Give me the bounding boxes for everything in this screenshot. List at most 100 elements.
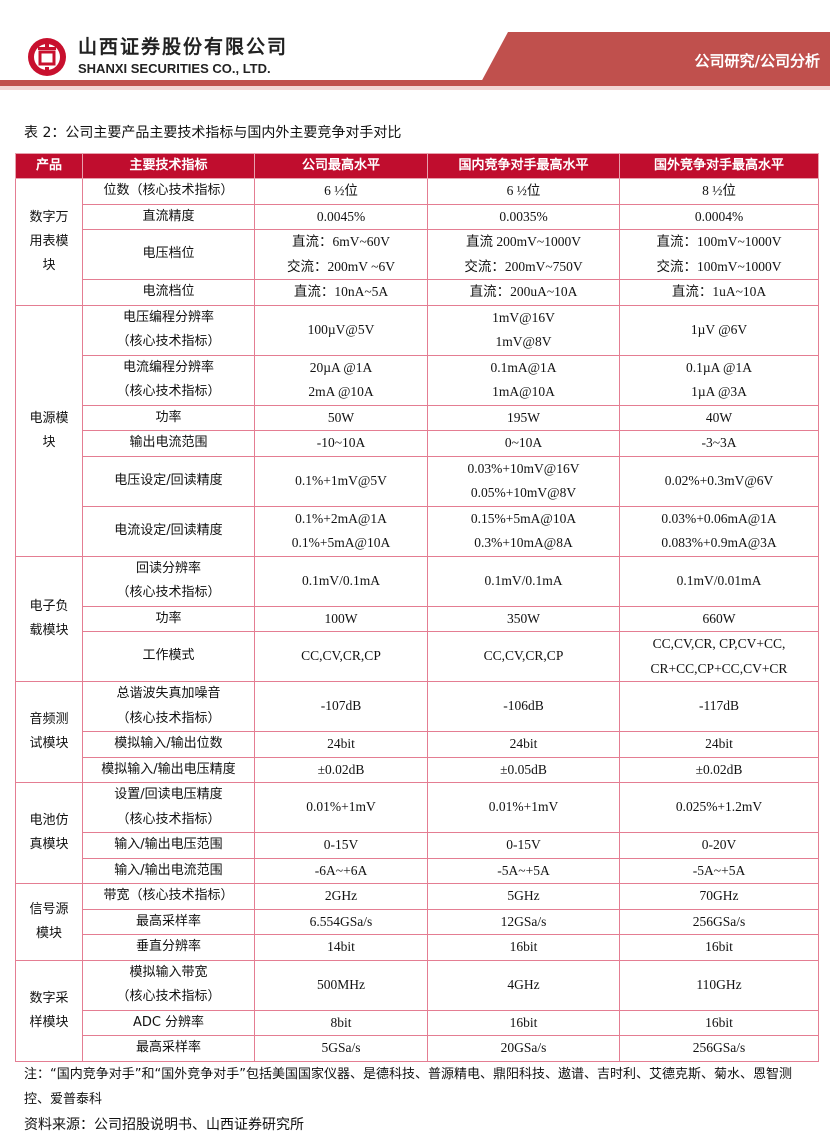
foreign-line: -5A~+5A [692, 862, 746, 878]
company-cell: 8bit [254, 1009, 428, 1036]
domestic-cell: 12GSa/s [427, 908, 620, 935]
domestic-cell: ±0.05dB [427, 756, 620, 783]
company-line: 0.1%+1mV@5V [295, 472, 387, 488]
domestic-line: 1mV@16V [492, 309, 555, 325]
metric-line: （核心技术指标） [116, 334, 221, 349]
foreign-line: 1µA @3A [691, 384, 747, 399]
company-cell: 500MHz [254, 959, 428, 1011]
domestic-cell: CC,CV,CR,CP [427, 631, 620, 682]
metric-line: ADC 分辨率 [132, 1014, 205, 1030]
company-cell: 0.1%+1mV@5V [254, 455, 428, 507]
product-cell: 数字采样模块 [15, 959, 83, 1062]
company-cell: -10~10A [254, 430, 428, 457]
domestic-line: -5A~+5A [497, 862, 550, 878]
metric-line: 电流档位 [142, 284, 195, 299]
metric-line: （核心技术指标） [116, 585, 221, 600]
domestic-cell: 直流 200mV~1000V 交流：200mV~750V [427, 229, 620, 280]
metric-cell: 电流编程分辨率 （核心技术指标） [82, 354, 255, 406]
table-row: 信号源模块 带宽（核心技术指标） 2GHz 5GHz 70GHz [15, 883, 819, 961]
foreign-line: 256GSa/s [692, 913, 746, 929]
metric-line: 模拟输入/输出位数 [114, 736, 223, 751]
foreign-line: 24bit [705, 736, 733, 751]
company-line: 0.0045% [316, 208, 366, 224]
table-section: 产品 主要技术指标 公司最高水平 国内竞争对手最高水平 国外竞争对手最高水平 数… [15, 153, 819, 1136]
metric-line: （核心技术指标） [116, 710, 221, 726]
metric-line: 垂直分辨率 [135, 939, 201, 954]
metric-line: 功率 [155, 409, 182, 425]
domestic-line: 0.1mA@1A [490, 359, 557, 375]
metric-cell: ADC 分辨率 [82, 1009, 255, 1036]
metric-line: 电流编程分辨率 [122, 359, 214, 375]
company-line: 2mA @10A [308, 384, 374, 399]
company-cell: 0.1mV/0.1mA [254, 555, 428, 607]
domestic-line: 0.1mV/0.1mA [484, 572, 563, 588]
metric-cell: 带宽（核心技术指标） [82, 883, 255, 910]
company-line: 直流：10nA~5A [293, 284, 389, 299]
metric-line: （核心技术指标） [116, 811, 221, 827]
foreign-line: 0.025%+1.2mV [675, 799, 763, 815]
foreign-line: 0.1mV/0.01mA [676, 572, 762, 588]
metric-line: 总谐波失真加噪音 [116, 686, 221, 701]
company-cell: 50W [254, 404, 428, 431]
company-line: 0.1%+2mA@1A [295, 510, 387, 526]
table-row: 工作模式 CC,CV,CR,CP CC,CV,CR,CP CC,CV,CR, CP,C… [16, 631, 819, 682]
company-cell: 100W [254, 605, 428, 632]
metric-cell: 电压设定/回读精度 [82, 455, 255, 507]
table-row: 数字采样模块 模拟输入带宽 （核心技术指标） 500MHz 4GHz 110GHz [15, 959, 819, 1062]
foreign-line: -117dB [699, 698, 739, 714]
header-domestic: 国内竞争对手最高水平 [427, 153, 620, 179]
foreign-cell: 0.0004% [619, 203, 819, 230]
metric-cell: 输入/输出电压范围 [82, 832, 255, 859]
domestic-cell: 5GHz [427, 883, 620, 910]
table-source: 资料来源：公司招股说明书、山西证券研究所 [24, 1116, 304, 1133]
table-row: 输入/输出电流范围 -6A~+6A -5A~+5A -5A~+5A [16, 857, 819, 884]
foreign-cell: 256GSa/s [619, 1035, 819, 1062]
header-banner [480, 32, 830, 84]
table-row: ADC 分辨率 8bit 16bit 16bit [16, 1009, 819, 1036]
domestic-line: 0.15%+5mA@10A [470, 510, 577, 526]
company-line: 100µV@5V [307, 321, 375, 337]
metric-line: （核心技术指标） [116, 384, 221, 399]
table-row: 输出电流范围 -10~10A 0~10A -3~3A [16, 430, 819, 457]
foreign-line: 1µV @6V [690, 321, 748, 337]
metric-line: 输出电流范围 [129, 435, 208, 450]
metric-line: 电压编程分辨率 [122, 309, 214, 325]
foreign-line: 40W [705, 409, 733, 425]
metric-line: 位数（核心技术指标） [103, 183, 234, 198]
foreign-cell: 8 ½位 [619, 178, 819, 205]
product-cell: 数字万用表模块 [15, 178, 83, 306]
table-row: 电子负载模块 回读分辨率 （核心技术指标） 0.1mV/0.1mA 0.1mV/0.1m… [15, 555, 819, 682]
table-row: 最高采样率 5GSa/s 20GSa/s 256GSa/s [16, 1035, 819, 1062]
section-label: 公司研究/公司分析 [694, 52, 820, 70]
company-cell: 6.554GSa/s [254, 908, 428, 935]
domestic-line: 交流：200mV~750V [464, 258, 583, 274]
table-row: 功率 50W 195W 40W [16, 404, 819, 431]
foreign-cell: 110GHz [619, 959, 819, 1011]
table-header-row: 产品 主要技术指标 公司最高水平 国内竞争对手最高水平 国外竞争对手最高水平 [15, 153, 819, 179]
metric-cell: 功率 [82, 605, 255, 632]
domestic-line: 直流 200mV~1000V [466, 234, 581, 249]
domestic-cell: 0.0035% [427, 203, 620, 230]
company-name-en: SHANXI SECURITIES CO., LTD. [78, 61, 271, 76]
table-row: 数字万用表模块 位数（核心技术指标） 6 ½位 6 ½位 8 ½位 [15, 178, 819, 306]
domestic-line: 0.03%+10mV@16V [467, 460, 580, 476]
foreign-line: 0.03%+0.06mA@1A [661, 510, 777, 526]
metric-cell: 模拟输入/输出位数 [82, 731, 255, 758]
company-line: -10~10A [316, 435, 366, 450]
foreign-cell: 直流：1uA~10A [619, 279, 819, 306]
metric-line: 输入/输出电流范围 [114, 862, 223, 878]
domestic-line: 0-15V [506, 837, 541, 852]
foreign-line: 660W [702, 610, 736, 626]
metric-line: 电流设定/回读精度 [114, 522, 223, 538]
foreign-line: 0.083%+0.9mA@3A [661, 535, 777, 550]
table-row: 直流精度 0.0045% 0.0035% 0.0004% [16, 203, 819, 230]
foreign-line: 交流：100mV~1000V [656, 258, 782, 274]
product-cell: 音频测试模块 [15, 681, 83, 783]
domestic-line: -106dB [503, 698, 544, 714]
foreign-cell: -5A~+5A [619, 857, 819, 884]
table-row: 电流档位 直流：10nA~5A 直流：200uA~10A 直流：1uA~10A [16, 279, 819, 306]
company-name-cn: 山西证券股份有限公司 [78, 36, 289, 58]
company-line: 50W [327, 409, 355, 425]
foreign-cell: -3~3A [619, 430, 819, 457]
domestic-cell: 4GHz [427, 959, 620, 1011]
